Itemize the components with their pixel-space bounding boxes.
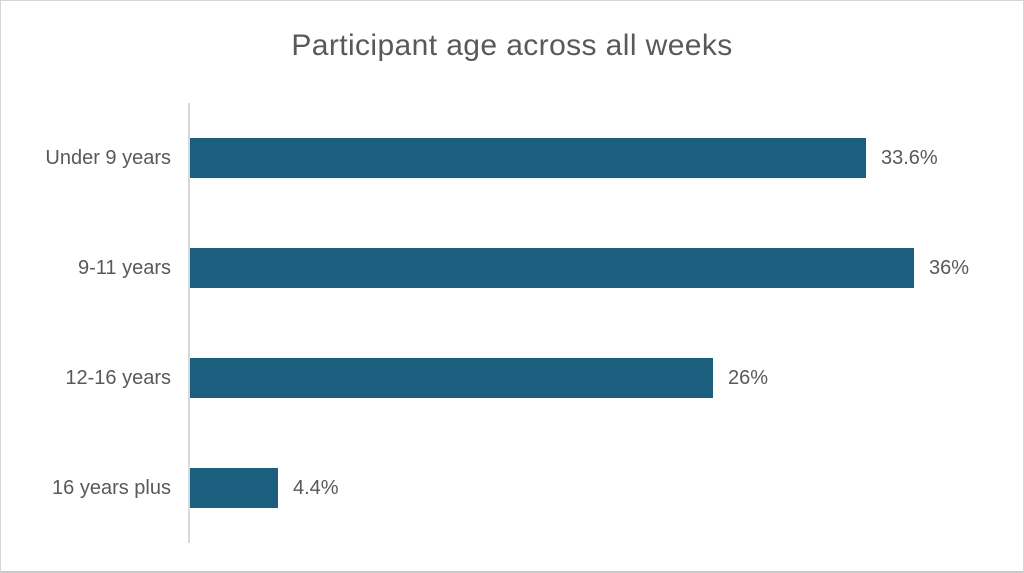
bar-row: Under 9 years 33.6% [1,103,1023,213]
bar-track: 33.6% [190,138,938,178]
value-label: 33.6% [881,146,938,169]
plot-area: Under 9 years 33.6% 9-11 years 36% 12-16… [1,103,1023,543]
value-label: 36% [929,256,970,279]
category-label: 12-16 years [65,366,171,389]
chart-title: Participant age across all weeks [291,29,733,62]
bar [190,358,713,398]
category-label: 16 years plus [52,476,171,499]
bar-track: 4.4% [190,468,339,508]
value-label: 4.4% [293,476,339,499]
value-label: 26% [728,366,769,389]
category-label: 9-11 years [77,256,171,279]
bar-row: 16 years plus 4.4% [1,433,1023,543]
bar [190,468,278,508]
bar-row: 9-11 years 36% [1,213,1023,323]
bar-track: 36% [190,248,969,288]
category-label: Under 9 years [45,146,171,169]
bar-row: 12-16 years 26% [1,323,1023,433]
bar [190,248,914,288]
bar-track: 26% [190,358,768,398]
bar-rows: Under 9 years 33.6% 9-11 years 36% 12-16… [1,103,1023,543]
bar [190,138,866,178]
y-axis-line [188,103,190,543]
